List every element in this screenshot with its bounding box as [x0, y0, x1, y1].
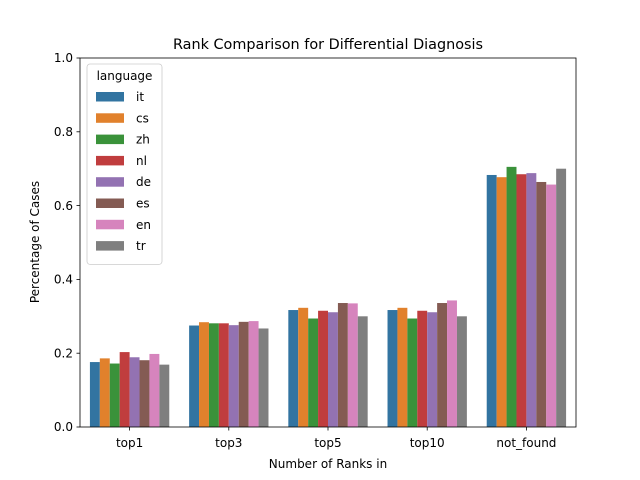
x-tick-label-top5: top5: [314, 436, 341, 450]
x-tick-label-top10: top10: [410, 436, 445, 450]
bar-tr-top3: [258, 328, 269, 427]
y-tick-label: 0.4: [54, 273, 73, 287]
bar-zh-top1: [109, 363, 120, 427]
bar-cs-top3: [199, 322, 209, 427]
bar-nl-top3: [218, 323, 229, 427]
legend-label-it: it: [136, 90, 144, 104]
bar-de-not_found: [526, 173, 537, 427]
legend-swatch-nl: [96, 155, 124, 166]
x-tick-label-not_found: not_found: [496, 436, 556, 450]
legend-label-tr: tr: [136, 239, 146, 253]
legend-label-nl: nl: [136, 154, 147, 168]
y-tick-label: 1.0: [54, 51, 73, 65]
legend-swatch-it: [96, 92, 124, 102]
bar-es-top5: [337, 303, 348, 427]
legend-label-de: de: [136, 175, 151, 189]
bar-nl-top10: [417, 310, 428, 427]
y-axis-label: Percentage of Cases: [28, 181, 42, 303]
bar-de-top5: [328, 312, 338, 427]
bar-zh-top10: [407, 318, 418, 427]
bar-nl-top5: [318, 310, 328, 427]
bar-en-top5: [347, 303, 358, 427]
y-tick-label: 0.6: [54, 199, 73, 213]
legend-swatch-de: [96, 177, 124, 187]
bar-en-top3: [248, 321, 259, 427]
legend-label-zh: zh: [136, 133, 150, 147]
bar-es-top3: [238, 321, 249, 427]
bar-zh-not_found: [506, 166, 517, 428]
legend-swatch-en: [96, 219, 124, 230]
bar-tr-top10: [456, 316, 467, 427]
bar-it-top10: [387, 310, 398, 427]
legend-label-en: en: [136, 218, 151, 232]
legend-swatch-tr: [96, 241, 124, 251]
bar-en-not_found: [546, 184, 557, 427]
x-tick-label-top3: top3: [215, 436, 242, 450]
bar-cs-top1: [99, 358, 110, 427]
bar-de-top3: [228, 325, 239, 427]
y-tick-label: 0.8: [54, 125, 73, 139]
bar-nl-top1: [119, 352, 130, 427]
y-tick-label: 0.0: [54, 420, 73, 434]
legend-label-es: es: [136, 197, 150, 211]
bars-layer: [89, 166, 567, 428]
legend-title: language: [97, 69, 153, 83]
bar-cs-top5: [298, 307, 309, 427]
legend-label-cs: cs: [136, 111, 149, 125]
x-tick-label-top1: top1: [116, 436, 143, 450]
bar-es-top1: [139, 360, 150, 427]
bar-zh-top5: [308, 318, 319, 427]
bar-en-top10: [447, 300, 457, 427]
bar-it-top3: [189, 325, 200, 427]
legend-swatch-cs: [96, 113, 124, 123]
bar-cs-top10: [397, 307, 408, 427]
x-axis-label: Number of Ranks in: [269, 457, 387, 471]
bar-de-top10: [427, 312, 438, 427]
bar-es-not_found: [536, 181, 547, 427]
bar-it-top5: [288, 310, 299, 427]
legend: language it cs zh nl de es en tr: [86, 63, 163, 265]
bar-cs-not_found: [496, 177, 507, 427]
bar-en-top1: [149, 353, 160, 427]
bar-es-top10: [437, 303, 448, 427]
bar-tr-not_found: [556, 168, 567, 427]
bar-tr-top1: [159, 364, 170, 427]
chart-title: Rank Comparison for Differential Diagnos…: [173, 37, 483, 53]
bar-zh-top3: [208, 323, 219, 427]
legend-swatch-zh: [96, 134, 124, 145]
y-tick-label: 0.2: [54, 346, 73, 360]
bar-tr-top5: [357, 316, 368, 427]
bar-nl-not_found: [516, 174, 527, 427]
axes-layer: 0.0 0.2 0.4 0.6 0.8 1.0 top1 top3 top5 top10 not_f…: [54, 51, 577, 450]
legend-swatch-es: [96, 198, 124, 208]
bar-it-not_found: [486, 174, 497, 427]
bar-de-top1: [129, 357, 140, 427]
bar-it-top1: [89, 362, 100, 427]
